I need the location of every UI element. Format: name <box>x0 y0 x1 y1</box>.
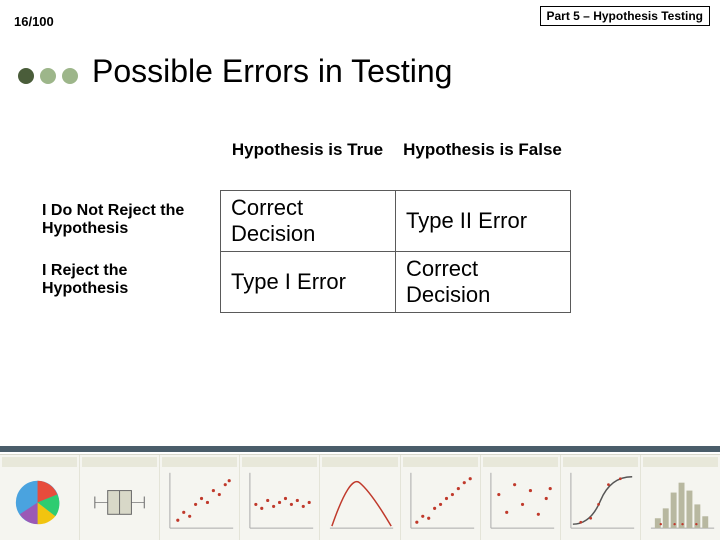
bullet-dot-icon <box>18 68 34 84</box>
thumb-title-icon <box>162 457 237 467</box>
table-row: Type I Error Correct Decision <box>221 252 571 313</box>
cell-type-ii-error: Type II Error <box>396 191 571 252</box>
pie-chart-icon <box>0 455 79 540</box>
decision-table: Correct Decision Type II Error Type I Er… <box>220 190 571 313</box>
col-header-false: Hypothesis is False <box>395 140 570 160</box>
thumbnail <box>80 455 160 540</box>
part-label-box: Part 5 – Hypothesis Testing <box>540 6 711 26</box>
thumb-title-icon <box>483 457 558 467</box>
slide-title: Possible Errors in Testing <box>92 53 452 90</box>
thumbnail <box>481 455 561 540</box>
thumbnail <box>401 455 481 540</box>
row-header-not-reject: I Do Not Reject the Hypothesis <box>42 190 220 250</box>
scatter-icon <box>481 455 560 540</box>
thumbnail <box>160 455 240 540</box>
thumb-title-icon <box>82 457 157 467</box>
thumbnail-strip <box>0 454 720 540</box>
accent-bar <box>0 446 720 452</box>
scatter-icon <box>240 455 319 540</box>
title-bullets <box>18 68 78 84</box>
thumb-title-icon <box>403 457 478 467</box>
scatter-icon <box>160 455 239 540</box>
histogram-icon <box>641 455 720 540</box>
bullet-dot-icon <box>40 68 56 84</box>
thumb-title-icon <box>242 457 317 467</box>
cell-correct-decision: Correct Decision <box>221 191 396 252</box>
page-number: 16/100 <box>14 14 54 29</box>
density-icon <box>320 455 399 540</box>
scatter-icon <box>401 455 480 540</box>
thumbnail <box>240 455 320 540</box>
row-header-reject: I Reject the Hypothesis <box>42 250 220 310</box>
thumb-title-icon <box>322 457 397 467</box>
table-row-headers: I Do Not Reject the Hypothesis I Reject … <box>42 190 220 313</box>
table-row: Correct Decision Type II Error <box>221 191 571 252</box>
bullet-dot-icon <box>62 68 78 84</box>
thumb-title-icon <box>563 457 638 467</box>
boxplot-icon <box>80 455 159 540</box>
decision-table-wrap: I Do Not Reject the Hypothesis I Reject … <box>42 190 571 313</box>
thumbnail <box>641 455 720 540</box>
thumbnail <box>0 455 80 540</box>
cell-correct-decision: Correct Decision <box>396 252 571 313</box>
table-column-headers: Hypothesis is True Hypothesis is False <box>220 140 570 160</box>
thumb-title-icon <box>643 457 718 467</box>
thumbnail <box>561 455 641 540</box>
thumbnail <box>320 455 400 540</box>
thumb-title-icon <box>2 457 77 467</box>
cell-type-i-error: Type I Error <box>221 252 396 313</box>
sigmoid-icon <box>561 455 640 540</box>
col-header-true: Hypothesis is True <box>220 140 395 160</box>
